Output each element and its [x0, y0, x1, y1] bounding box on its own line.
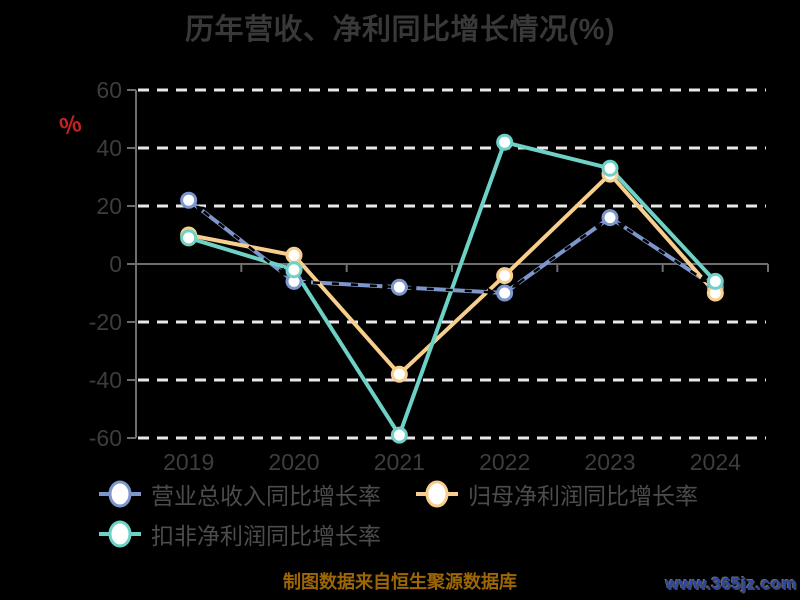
legend-item-net-profit-growth[interactable]: 归母净利润同比增长率 — [415, 477, 698, 511]
series-line-2 — [186, 140, 718, 438]
x-tick-label: 2019 — [163, 449, 214, 475]
y-tick-label: -40 — [89, 367, 122, 393]
legend-item-revenue-growth[interactable]: 营业总收入同比增长率 — [98, 477, 381, 511]
data-point-s1-2022 — [496, 267, 514, 285]
data-point-s2-2022 — [496, 133, 514, 151]
y-tick-label: 60 — [96, 77, 122, 103]
watermark-url[interactable]: www.365jz.com — [665, 574, 797, 593]
overlay-arrowhead — [617, 222, 627, 231]
x-tick-label: 2020 — [268, 449, 319, 475]
legend-label-net-profit: 归母净利润同比增长率 — [468, 483, 698, 509]
overlay-arrowhead — [698, 274, 708, 283]
legend-item-deducted-profit-growth[interactable]: 扣非净利润同比增长率 — [98, 517, 381, 551]
legend-marker-net-profit-icon — [416, 480, 458, 508]
y-tick-label: -60 — [89, 425, 122, 451]
data-source-note: 制图数据来自恒生聚源数据库 — [283, 572, 517, 592]
data-point-s1-2021 — [390, 365, 408, 383]
data-point-s2-2023 — [601, 159, 619, 177]
data-point-s0-2019 — [180, 191, 198, 209]
data-point-s2-2020 — [285, 261, 303, 279]
x-tick-label: 2024 — [690, 449, 741, 475]
overlay-arrowhead — [487, 287, 496, 297]
overlay-arrowhead — [195, 205, 205, 215]
overlay-arrowhead — [302, 277, 312, 287]
y-tick-label: -20 — [89, 309, 122, 335]
legend-label-deducted-profit: 扣非净利润同比增长率 — [151, 523, 381, 549]
data-point-s2-2024 — [706, 272, 724, 290]
x-tick-label: 2023 — [584, 449, 635, 475]
y-tick-label: 40 — [96, 135, 122, 161]
series-overlay-0 — [187, 199, 717, 295]
series-line-0 — [186, 198, 718, 295]
data-point-s1-2020 — [285, 246, 303, 264]
legend-marker-deducted-profit-icon — [99, 520, 141, 548]
chart-title: 历年营收、净利同比增长情况(%) — [184, 14, 616, 46]
data-point-s2-2019 — [180, 229, 198, 247]
data-point-s0-2021 — [390, 278, 408, 296]
data-point-s0-2022 — [496, 284, 514, 302]
overlay-arrowhead — [277, 267, 287, 276]
overlay-arrowhead — [593, 222, 603, 232]
data-point-s0-2023 — [601, 209, 619, 227]
x-tick-label: 2021 — [374, 449, 425, 475]
overlay-arrowhead — [511, 279, 522, 288]
y-tick-label: 20 — [96, 193, 122, 219]
series-line-1 — [186, 172, 718, 377]
data-point-s2-2021 — [390, 426, 408, 444]
y-tick-label: 0 — [109, 251, 122, 277]
legend-label-revenue: 营业总收入同比增长率 — [151, 483, 381, 509]
overlay-arrowhead — [382, 281, 391, 291]
x-tick-label: 2022 — [479, 449, 530, 475]
overlay-arrowhead — [408, 283, 417, 293]
legend-marker-revenue-icon — [99, 480, 141, 508]
